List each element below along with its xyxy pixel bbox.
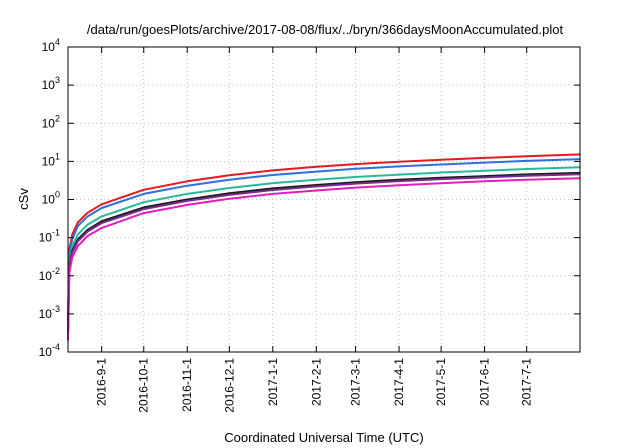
y-tick-base: 10: [39, 231, 53, 245]
y-tick-exponent: 0: [55, 190, 60, 200]
y-tick-base: 10: [42, 40, 56, 54]
y-tick-base: 10: [39, 307, 53, 321]
y-tick-label: 10-3: [39, 304, 60, 321]
y-tick-exponent: 1: [55, 151, 60, 161]
x-axis-label: Coordinated Universal Time (UTC): [224, 430, 423, 445]
y-tick-exponent: -2: [52, 266, 60, 276]
y-tick-label: 10-1: [39, 228, 60, 245]
x-tick-label: 2016-12-1: [222, 358, 236, 413]
y-tick-label: 104: [42, 37, 60, 54]
x-tick-label: 2017-6-1: [478, 358, 492, 406]
y-tick-label: 101: [42, 151, 60, 168]
grid: [68, 47, 580, 352]
x-tick-label: 2017-5-1: [434, 358, 448, 406]
y-tick-exponent: -3: [52, 304, 60, 314]
y-tick-exponent: 2: [55, 113, 60, 123]
series-line: [67, 166, 581, 330]
y-tick-exponent: 3: [55, 75, 60, 85]
x-tick-label: 2017-2-1: [309, 358, 323, 406]
series-line: [67, 173, 581, 334]
y-tick-base: 10: [42, 193, 56, 207]
x-tick-label: 2017-4-1: [392, 358, 406, 406]
x-tick-label: 2016-11-1: [180, 358, 194, 412]
y-tick-exponent: 4: [55, 37, 60, 47]
x-tick-label: 2016-10-1: [137, 358, 151, 413]
x-axis: 2016-9-1 2016-10-1 2016-11-1 2016-12-1 2017-…: [95, 47, 534, 413]
y-tick-base: 10: [39, 345, 53, 359]
y-tick-base: 10: [42, 78, 56, 92]
x-tick-label: 2016-9-1: [95, 358, 109, 406]
y-tick-label: 10-2: [39, 266, 60, 283]
x-tick-label: 2017-1-1: [266, 358, 280, 406]
y-tick-exponent: -1: [52, 228, 60, 238]
y-tick-base: 10: [42, 154, 56, 168]
series-line: [67, 158, 581, 323]
y-axis-label: cSv: [16, 188, 31, 210]
y-tick-exponent: -4: [52, 342, 60, 352]
series-lines: [67, 153, 581, 341]
y-tick-label: 102: [42, 113, 60, 130]
x-tick-label: 2017-7-1: [520, 358, 534, 406]
y-tick-label: 103: [42, 75, 60, 92]
y-tick-label: 10-4: [39, 342, 60, 359]
chart-title: /data/run/goesPlots/archive/2017-08-08/f…: [87, 22, 564, 37]
series-line: [67, 153, 581, 318]
series-line: [67, 171, 581, 334]
y-tick-label: 100: [42, 190, 60, 207]
y-tick-base: 10: [39, 269, 53, 283]
series-line: [67, 177, 581, 341]
x-tick-label: 2017-3-1: [349, 358, 363, 406]
y-tick-base: 10: [42, 116, 56, 130]
